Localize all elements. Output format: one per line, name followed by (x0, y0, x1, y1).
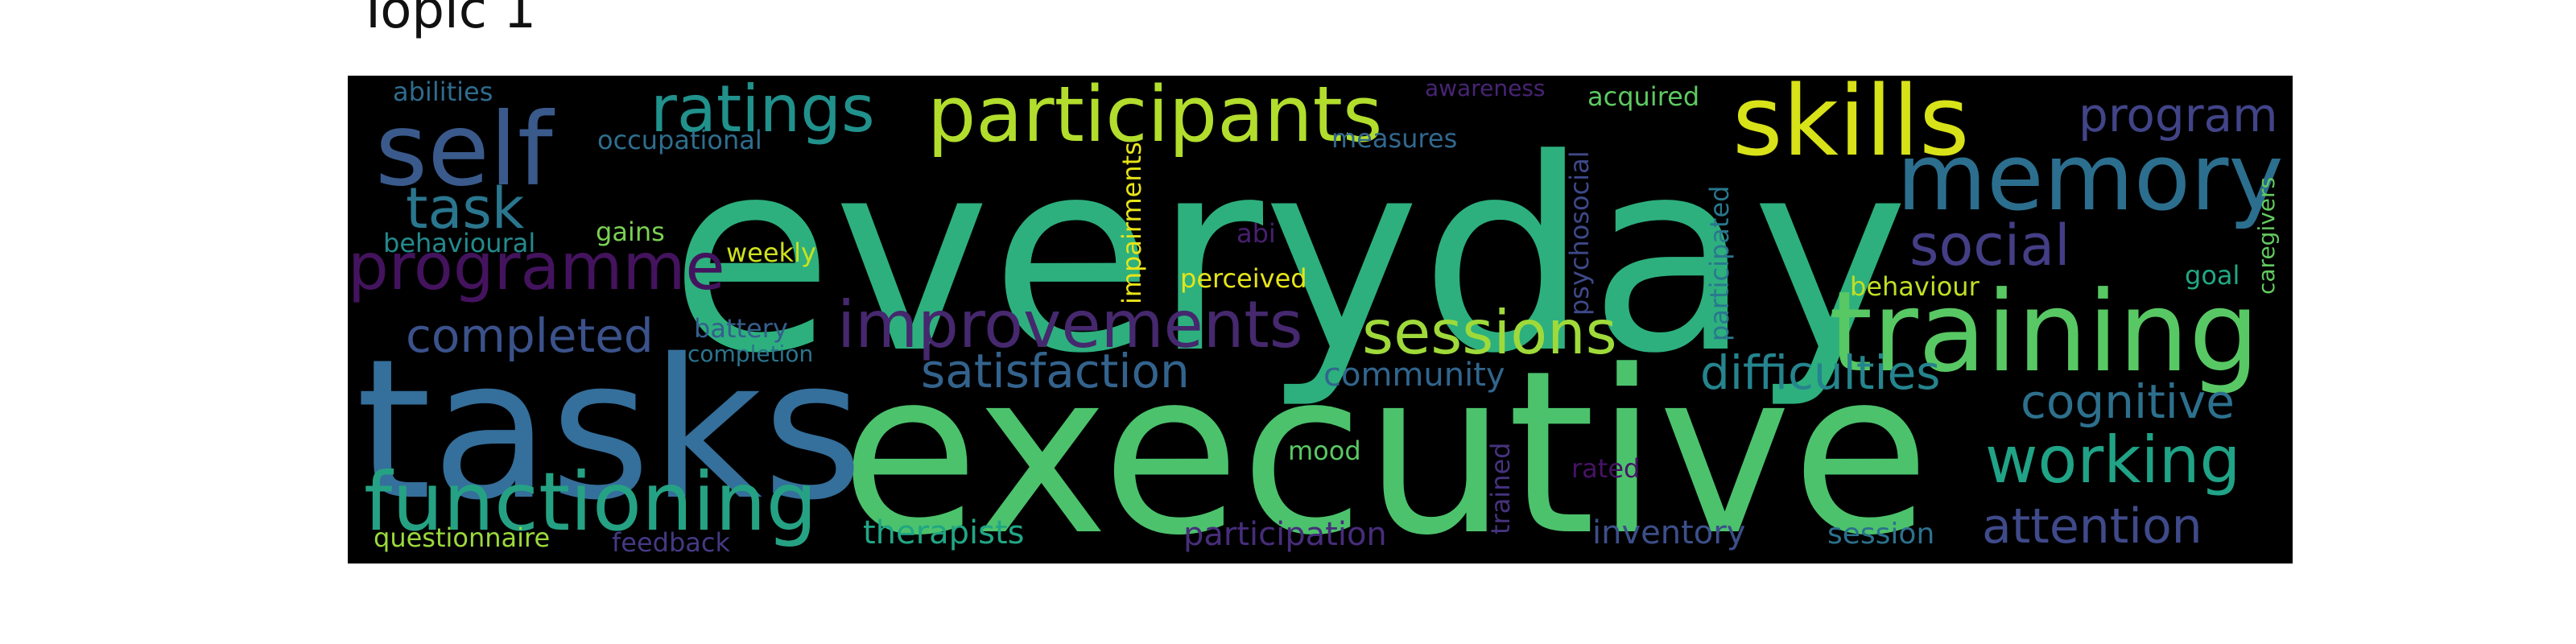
word: behavioural (383, 228, 536, 258)
word: completed (406, 308, 654, 363)
word-cloud: everyday executive tasks training skills… (348, 76, 2293, 564)
word: task (406, 175, 525, 242)
word: rated (1571, 453, 1641, 484)
word: measures (1331, 123, 1458, 154)
word: cognitive (2021, 374, 2235, 429)
word: attention (1982, 498, 2202, 555)
word: program (2079, 88, 2278, 142)
word: skills (1732, 76, 1970, 178)
word: tasks (356, 317, 864, 543)
word: caregivers (2253, 176, 2280, 295)
word: satisfaction (921, 344, 1190, 398)
word: abi (1236, 218, 1276, 249)
word: perceived (1180, 263, 1307, 294)
word: difficulties (1700, 345, 1941, 400)
word: working (1985, 423, 2241, 497)
word: participation (1183, 516, 1387, 553)
word: memory (1897, 124, 2284, 232)
word: awareness (1425, 76, 1546, 101)
word: participated (1704, 185, 1735, 341)
word: questionnaire (374, 522, 551, 553)
word: community (1323, 357, 1505, 394)
word: ratings (650, 76, 875, 147)
word: everyday (670, 102, 1909, 411)
word: mood (1288, 436, 1361, 466)
word: abilities (393, 76, 493, 107)
word: participants (927, 76, 1383, 159)
plot-title: Topic 1 (357, 0, 537, 40)
word: weekly (726, 237, 816, 268)
word: session (1827, 518, 1935, 551)
word: executive (840, 323, 1930, 564)
word: goal (2185, 260, 2240, 291)
word: trained (1485, 442, 1516, 535)
word: battery (694, 313, 788, 344)
word: social (1909, 213, 2070, 279)
word: impairments (1117, 142, 1147, 304)
word: functioning (364, 455, 818, 549)
word: programme (348, 229, 725, 304)
word: occupational (597, 125, 762, 155)
word: improvements (837, 287, 1303, 362)
word: inventory (1592, 514, 1746, 551)
word: self (375, 92, 553, 208)
word: gains (596, 217, 665, 247)
word: therapists (863, 514, 1025, 551)
word: training (1829, 267, 2260, 397)
word: psychosocial (1564, 151, 1595, 316)
word: behaviour (1850, 271, 1979, 302)
word: sessions (1362, 297, 1617, 368)
word: acquired (1587, 81, 1700, 112)
word: feedback (612, 527, 730, 558)
word: completion (687, 341, 814, 367)
